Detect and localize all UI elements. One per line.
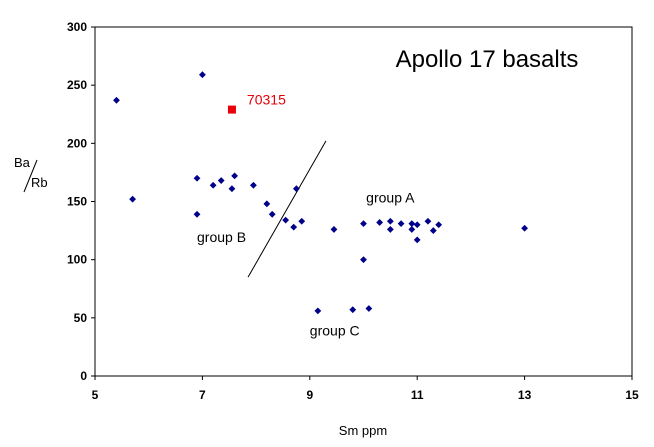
data-point	[193, 174, 201, 182]
y-axis-label: Ba Rb	[14, 155, 48, 193]
data-point	[376, 219, 384, 226]
data-point	[217, 177, 225, 184]
data-point	[282, 216, 290, 224]
data-point	[429, 227, 437, 234]
data-point	[292, 185, 300, 193]
y-tick-label: 300	[67, 20, 87, 34]
highlight-point: 70315	[227, 92, 286, 114]
axis-ticks: 0 50 100 150 200 250 300 5 7 9 11 13 15	[67, 20, 639, 402]
data-point	[193, 210, 201, 218]
x-tick-label: 9	[306, 388, 313, 402]
x-tick-label: 11	[411, 388, 424, 402]
data-point	[424, 217, 432, 225]
data-point	[228, 185, 236, 193]
data-point	[349, 306, 357, 314]
data-point	[413, 221, 421, 229]
data-point	[330, 226, 338, 233]
y-tick-label: 50	[74, 311, 88, 325]
x-tick-label: 13	[518, 388, 532, 402]
data-point	[209, 181, 217, 189]
group-annotation: group A	[366, 190, 415, 206]
highlight-marker	[227, 105, 236, 114]
data-point	[365, 305, 373, 312]
group-divider-line	[247, 140, 327, 278]
data-point	[129, 195, 136, 203]
data-point	[268, 210, 276, 218]
x-axis-label: Sm ppm	[339, 423, 387, 438]
data-point	[408, 220, 416, 228]
y-axis-label-slash	[23, 159, 38, 193]
x-tick-label: 7	[199, 388, 206, 402]
data-point	[199, 71, 206, 79]
data-point	[231, 172, 239, 180]
annotations: group A group B group C	[197, 190, 415, 339]
data-point	[263, 200, 271, 208]
x-tick-label: 5	[92, 388, 99, 402]
data-point	[386, 226, 394, 233]
group-annotation: group C	[310, 322, 360, 338]
y-tick-label: 0	[80, 369, 87, 383]
data-point	[386, 217, 394, 225]
data-point	[113, 96, 120, 104]
y-tick-label: 200	[67, 136, 87, 150]
group-annotation: group B	[197, 229, 246, 245]
y-tick-label: 150	[67, 195, 87, 209]
data-point	[408, 226, 416, 233]
data-point	[521, 224, 528, 232]
chart-title: Apollo 17 basalts	[396, 46, 579, 73]
data-point	[360, 256, 367, 264]
data-point	[250, 181, 257, 189]
y-tick-label: 250	[67, 78, 87, 92]
y-tick-label: 100	[67, 253, 87, 267]
x-tick-label: 15	[625, 388, 639, 402]
data-point	[397, 220, 405, 228]
data-point	[360, 220, 367, 228]
data-point	[290, 223, 298, 231]
data-points	[113, 71, 528, 315]
y-axis-label-bottom: Rb	[31, 175, 48, 190]
highlight-label: 70315	[247, 92, 286, 108]
divider-line	[247, 140, 327, 278]
data-point	[298, 217, 306, 225]
data-point	[413, 236, 421, 244]
data-point	[435, 221, 443, 229]
plot-area	[94, 26, 633, 377]
y-axis-label-top: Ba	[14, 155, 31, 170]
data-point	[314, 307, 322, 315]
